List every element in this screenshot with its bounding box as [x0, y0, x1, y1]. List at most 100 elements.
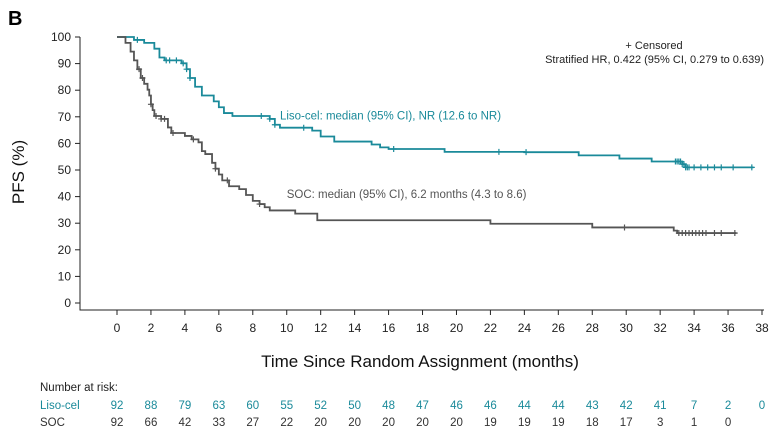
y-tick-label: 70 [58, 110, 72, 124]
risk-value: 48 [382, 400, 395, 412]
legend-censored: + Censored [625, 40, 682, 52]
risk-value: 19 [484, 417, 497, 429]
risk-value: 79 [178, 400, 191, 412]
censor-mark [190, 136, 197, 143]
censor-mark [183, 66, 190, 73]
y-tick-label: 10 [58, 269, 72, 283]
risk-value: 46 [450, 400, 463, 412]
censor-mark [166, 57, 173, 64]
y-tick-label: 20 [58, 243, 72, 257]
y-tick-label: 40 [58, 190, 72, 204]
censor-mark [748, 164, 755, 171]
censor-mark [731, 230, 738, 237]
censor-mark [258, 113, 265, 120]
risk-value: 46 [484, 400, 497, 412]
y-tick-label: 60 [58, 136, 72, 150]
annotation-liso-cel: Liso-cel: median (95% CI), NR (12.6 to N… [280, 110, 501, 122]
censor-mark [495, 148, 502, 155]
plot-frame [79, 37, 764, 311]
x-tick-label: 8 [249, 321, 256, 335]
censor-mark [170, 130, 177, 137]
censor-mark [711, 230, 718, 237]
censor-mark [256, 201, 263, 208]
censor-mark [300, 124, 307, 131]
y-axis-label: PFS (%) [9, 140, 28, 204]
risk-value: 60 [246, 400, 259, 412]
censor-mark [134, 36, 141, 43]
risk-row-label: SOC [40, 417, 65, 429]
risk-value: 55 [280, 400, 293, 412]
risk-value: 20 [382, 417, 395, 429]
risk-row-label: Liso-cel [40, 400, 80, 412]
y-tick-label: 80 [58, 83, 72, 97]
censor-mark [224, 177, 231, 184]
risk-table: Number at risk: Liso-cel 92 88 79 63 60 55 52 50… [40, 382, 765, 429]
x-tick-label: 18 [416, 321, 430, 335]
risk-value: 42 [620, 400, 633, 412]
x-axis-label: Time Since Random Assignment (months) [261, 352, 579, 371]
km-curve-soc [117, 36, 737, 234]
censor-mark [266, 115, 273, 122]
x-tick-label: 16 [382, 321, 396, 335]
risk-value: 44 [552, 400, 565, 412]
x-tick-label: 2 [148, 321, 155, 335]
risk-value: 0 [725, 417, 731, 429]
censor-mark [136, 66, 143, 73]
x-tick-label: 28 [586, 321, 600, 335]
legend-hazard-ratio: Stratified HR, 0.422 (95% CI, 0.279 to 0… [545, 54, 764, 66]
panel-letter: B [8, 8, 22, 30]
censor-mark [523, 149, 530, 156]
annotation-soc: SOC: median (95% CI), 6.2 months (4.3 to… [287, 189, 527, 201]
risk-value: 7 [691, 400, 697, 412]
censor-mark [390, 145, 397, 152]
x-tick-label: 30 [620, 321, 634, 335]
y-tick-label: 50 [58, 163, 72, 177]
censor-mark [718, 164, 725, 171]
censor-mark [173, 57, 180, 64]
risk-value: 1 [691, 417, 697, 429]
censor-mark [680, 161, 687, 168]
censor-mark [212, 165, 219, 172]
censor-mark [180, 60, 187, 67]
risk-value: 3 [657, 417, 663, 429]
y-tick-label: 90 [58, 57, 72, 71]
x-tick-label: 10 [280, 321, 294, 335]
censor-mark [271, 121, 278, 128]
series-annotations: Liso-cel: median (95% CI), NR (12.6 to N… [280, 110, 527, 200]
y-tick-label: 0 [64, 296, 71, 310]
censor-mark [704, 164, 711, 171]
censor-mark [702, 230, 709, 237]
y-tick-label: 30 [58, 216, 72, 230]
risk-value: 0 [759, 400, 765, 412]
risk-value: 92 [111, 400, 124, 412]
censor-mark [161, 115, 168, 122]
risk-value: 20 [314, 417, 327, 429]
risk-value: 19 [518, 417, 531, 429]
censor-mark [139, 74, 146, 81]
censor-mark [691, 164, 698, 171]
censor-mark [697, 164, 704, 171]
x-tick-label: 12 [314, 321, 328, 335]
x-tick-label: 38 [755, 321, 769, 335]
risk-value: 42 [178, 417, 191, 429]
risk-table-title: Number at risk: [40, 382, 118, 394]
risk-value: 27 [246, 417, 259, 429]
censor-mark [147, 101, 154, 108]
x-tick-label: 4 [182, 321, 189, 335]
risk-value: 50 [348, 400, 361, 412]
x-tick-label: 14 [348, 321, 362, 335]
censor-mark [621, 224, 628, 231]
x-tick-label: 26 [552, 321, 566, 335]
risk-value: 20 [348, 417, 361, 429]
censor-mark [186, 74, 193, 81]
x-tick-label: 36 [721, 321, 735, 335]
risk-value: 20 [416, 417, 429, 429]
risk-value: 88 [145, 400, 158, 412]
risk-value: 20 [450, 417, 463, 429]
risk-value: 52 [314, 400, 327, 412]
x-tick-label: 32 [653, 321, 667, 335]
risk-value: 22 [280, 417, 293, 429]
x-tick-label: 34 [687, 321, 701, 335]
censor-mark [686, 164, 693, 171]
